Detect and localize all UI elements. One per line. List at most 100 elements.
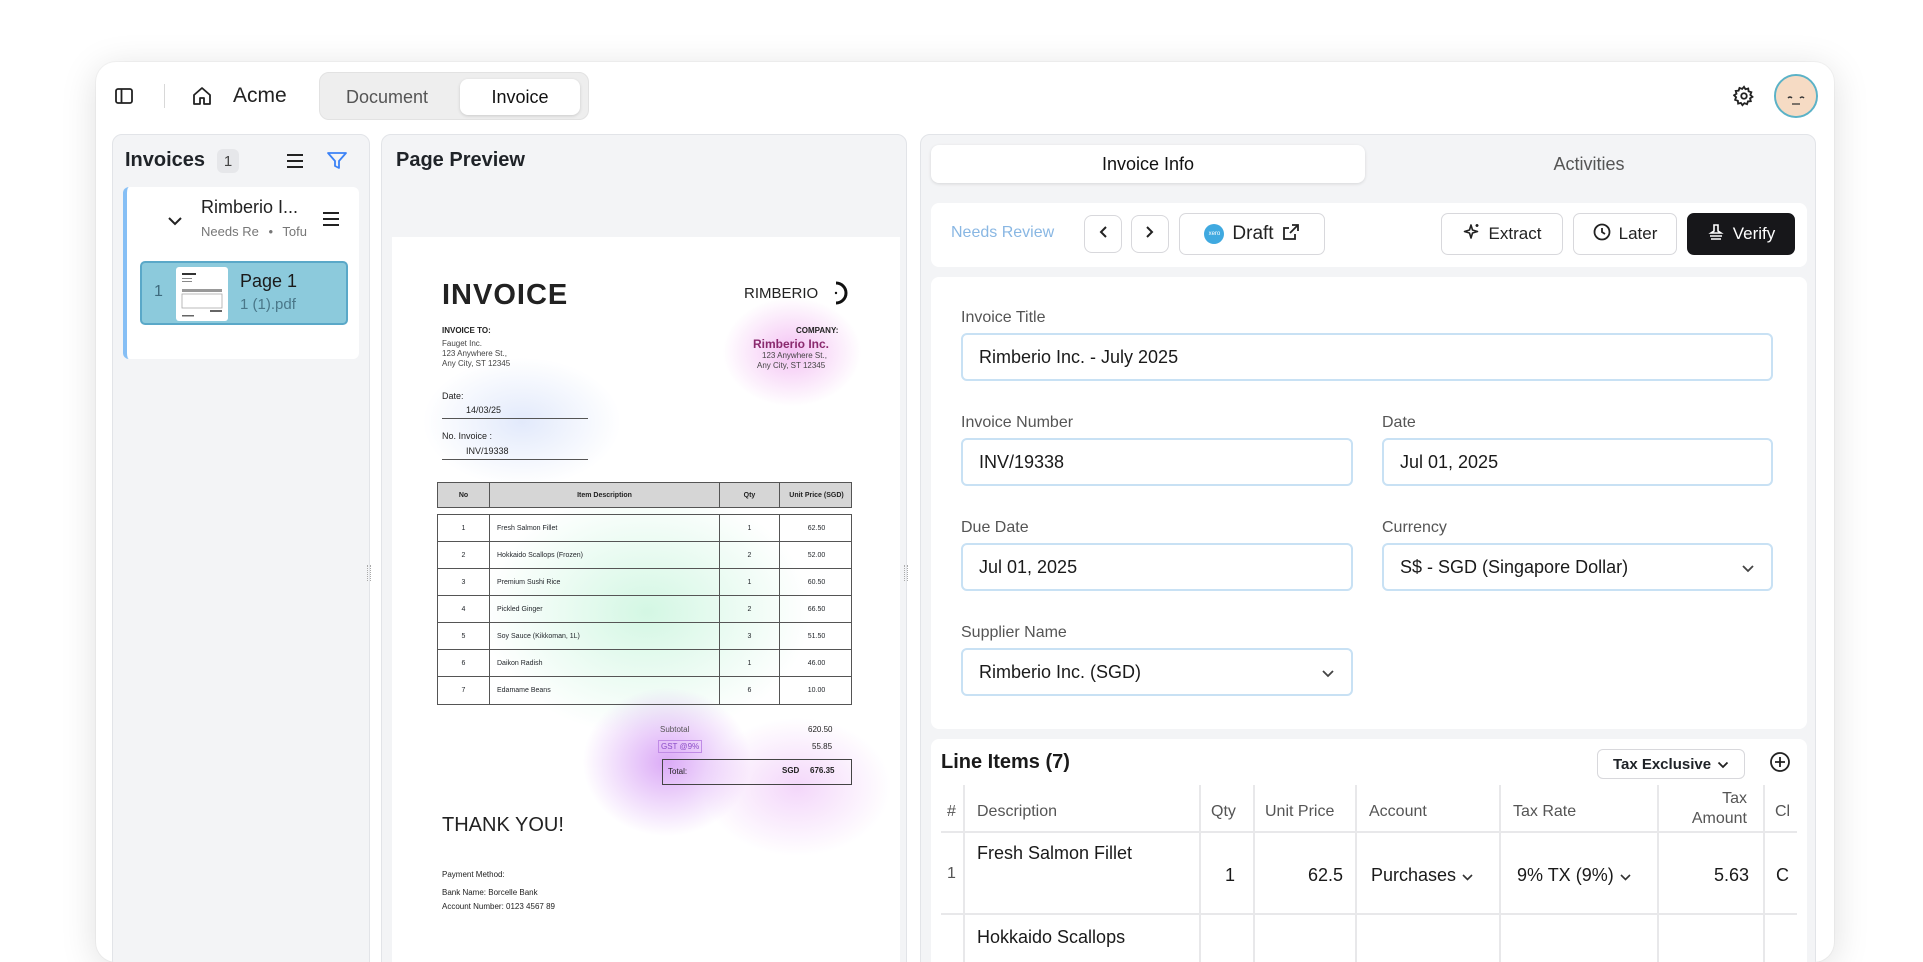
later-button[interactable]: Later bbox=[1573, 213, 1677, 255]
due-date-label: Due Date bbox=[961, 519, 1029, 536]
table-row: 3 Premium Sushi Rice 1 60.50 bbox=[438, 569, 851, 596]
cell-unit-price[interactable]: 62.5 bbox=[1307, 865, 1343, 885]
table-row: 4 Pickled Ginger 2 66.50 bbox=[438, 596, 851, 623]
doc-cell-price: 52.00 bbox=[807, 551, 826, 559]
col-header-qty: Qty bbox=[1211, 803, 1236, 820]
doc-cell-qty: 3 bbox=[720, 623, 780, 649]
doc-cell-qty: 2 bbox=[720, 542, 780, 568]
tax-mode-select[interactable]: Tax Exclusive bbox=[1597, 749, 1745, 779]
page-title: Page 1 bbox=[240, 271, 298, 291]
draft-label: Draft bbox=[1232, 223, 1274, 244]
column-divider bbox=[1763, 785, 1765, 962]
list-menu-icon[interactable] bbox=[283, 149, 307, 173]
chevron-down-icon[interactable] bbox=[165, 211, 185, 231]
tab-invoice[interactable]: Invoice bbox=[460, 79, 580, 115]
cell-cl[interactable]: C bbox=[1776, 865, 1789, 885]
due-date-value: Jul 01, 2025 bbox=[979, 556, 1078, 577]
tab-activities[interactable]: Activities bbox=[1553, 153, 1625, 174]
sparkle-icon bbox=[1463, 223, 1481, 246]
chevron-down-icon bbox=[1321, 662, 1335, 683]
page-thumbnail bbox=[176, 267, 228, 321]
status-link[interactable]: Needs Review bbox=[951, 224, 1055, 241]
cell-description[interactable]: Fresh Salmon Fillet bbox=[977, 843, 1133, 863]
currency-select[interactable]: S$ - SGD (Singapore Dollar) bbox=[1382, 543, 1773, 591]
extract-label: Extract bbox=[1488, 224, 1542, 243]
date-field[interactable]: Jul 01, 2025 bbox=[1382, 438, 1773, 486]
invoice-card[interactable]: Rimberio I... Needs Re • Tofu 1 Page 1 1… bbox=[123, 187, 359, 359]
doc-table-header-cell: Item Description bbox=[490, 483, 720, 507]
doc-table: No Item Description Qty Unit Price (SGD)… bbox=[437, 482, 852, 705]
col-header-cl: Cl bbox=[1775, 803, 1791, 820]
invoice-to-line: Fauget Inc. bbox=[442, 339, 483, 348]
invoice-to-line: 123 Anywhere St., bbox=[442, 349, 507, 358]
extract-button[interactable]: Extract bbox=[1441, 213, 1563, 255]
column-divider bbox=[1499, 785, 1501, 962]
cell-qty[interactable]: 1 bbox=[1225, 865, 1236, 885]
draft-status-button[interactable]: xero Draft bbox=[1179, 213, 1325, 255]
topbar-divider bbox=[164, 84, 165, 108]
bank-name: Bank Name: Borcelle Bank bbox=[442, 888, 538, 897]
doc-table-header-cell: No bbox=[438, 483, 490, 507]
home-icon[interactable] bbox=[188, 82, 216, 110]
table-row: 6 Daikon Radish 1 46.00 bbox=[438, 650, 851, 677]
doc-logo: RIMBERIO bbox=[744, 285, 819, 302]
col-header-description: Description bbox=[977, 803, 1058, 820]
workspace-name[interactable]: Acme bbox=[233, 84, 287, 107]
invoice-number-value: INV/19338 bbox=[979, 451, 1065, 472]
gear-icon[interactable] bbox=[1730, 82, 1758, 110]
chevron-left-icon bbox=[1098, 225, 1108, 244]
tab-document[interactable]: Document bbox=[345, 86, 429, 107]
xero-icon: xero bbox=[1204, 224, 1225, 244]
col-header-num: # bbox=[947, 803, 956, 820]
doc-cell-price: 51.50 bbox=[807, 632, 826, 640]
plus-circle-icon bbox=[1769, 751, 1791, 778]
company-line: Any City, ST 12345 bbox=[757, 361, 826, 370]
thank-you-text: THANK YOU! bbox=[442, 814, 564, 836]
invoice-title-field[interactable]: Rimberio Inc. - July 2025 bbox=[961, 333, 1773, 381]
account-select[interactable]: Purchases bbox=[1371, 865, 1473, 886]
invoice-card-meta: Needs Re • Tofu bbox=[201, 224, 307, 239]
divider bbox=[442, 459, 588, 460]
resize-handle[interactable] bbox=[904, 565, 908, 581]
chevron-down-icon bbox=[1717, 756, 1729, 773]
invoice-to-line: Any City, ST 12345 bbox=[442, 359, 511, 368]
invoice-card-owner: Tofu bbox=[282, 224, 307, 239]
doc-cell-no: 5 bbox=[438, 623, 490, 649]
invoice-title-label: Invoice Title bbox=[961, 309, 1046, 326]
tax-mode-value: Tax Exclusive bbox=[1612, 755, 1712, 773]
supplier-value: Rimberio Inc. (SGD) bbox=[979, 661, 1142, 682]
doc-cell-no: 6 bbox=[438, 650, 490, 676]
cell-tax-amount[interactable]: 5.63 bbox=[1713, 865, 1749, 885]
col-header-unit-price: Unit Price bbox=[1265, 803, 1335, 820]
meta-separator: • bbox=[268, 224, 273, 239]
sidebar-toggle-icon[interactable] bbox=[110, 82, 138, 110]
gst-label: GST @9% bbox=[658, 740, 703, 753]
top-bar: Acme Document Invoice bbox=[96, 62, 1834, 132]
next-button[interactable] bbox=[1131, 215, 1169, 253]
page-list-item[interactable]: 1 Page 1 1 (1).pdf bbox=[140, 261, 348, 325]
invoice-card-status: Needs Re bbox=[201, 224, 259, 239]
date-value: 14/03/25 bbox=[466, 405, 502, 415]
filter-icon[interactable] bbox=[325, 149, 349, 173]
avatar[interactable] bbox=[1774, 74, 1818, 118]
cell-description[interactable]: Hokkaido Scallops bbox=[977, 927, 1126, 947]
verify-button[interactable]: Verify bbox=[1687, 213, 1795, 255]
highlight-glow bbox=[422, 357, 622, 487]
due-date-field[interactable]: Jul 01, 2025 bbox=[961, 543, 1353, 591]
chevron-right-icon bbox=[1145, 225, 1155, 244]
resize-handle[interactable] bbox=[367, 565, 371, 581]
total-value: 676.35 bbox=[810, 766, 835, 775]
tax-rate-select[interactable]: 9% TX (9%) bbox=[1517, 865, 1631, 886]
add-line-item-button[interactable] bbox=[1767, 751, 1793, 777]
tab-invoice-info[interactable]: Invoice Info bbox=[931, 145, 1365, 183]
invoice-number-field[interactable]: INV/19338 bbox=[961, 438, 1353, 486]
supplier-select[interactable]: Rimberio Inc. (SGD) bbox=[961, 648, 1353, 696]
column-divider bbox=[963, 785, 965, 962]
count-badge: 1 bbox=[217, 149, 239, 173]
prev-button[interactable] bbox=[1084, 215, 1122, 253]
date-label: Date: bbox=[442, 391, 464, 401]
doc-heading: INVOICE bbox=[442, 279, 569, 311]
card-menu-icon[interactable] bbox=[319, 207, 343, 231]
page-index: 1 bbox=[154, 283, 163, 300]
detail-tabs: Invoice Info Activities bbox=[931, 145, 1807, 183]
